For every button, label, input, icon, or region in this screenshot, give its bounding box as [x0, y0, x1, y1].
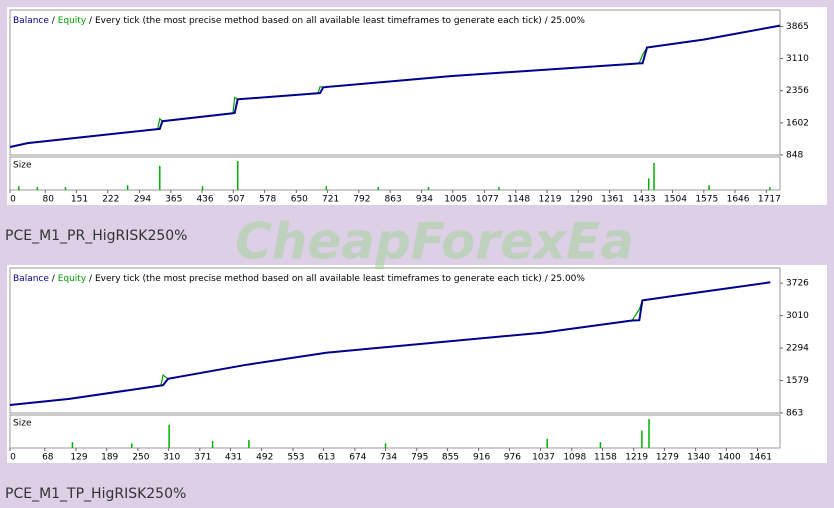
x-tick-label: 1575 [695, 195, 718, 205]
x-tick-label: 721 [322, 195, 339, 205]
y-tick-label: 3010 [786, 311, 809, 321]
y-tick-label: 2294 [786, 344, 809, 354]
x-tick-label: 492 [256, 453, 273, 463]
series-line [9, 24, 781, 148]
legend-model: Every tick (the most precise method base… [95, 16, 542, 26]
x-tick-label: 294 [134, 195, 151, 205]
x-tick-label: 1504 [664, 195, 687, 205]
plot-frame [9, 9, 781, 156]
chart-panel [7, 265, 827, 463]
x-tick-label: 674 [349, 453, 366, 463]
y-tick-label: 3865 [786, 22, 809, 32]
x-tick-label: 371 [194, 453, 211, 463]
x-tick-label: 431 [225, 453, 242, 463]
legend-entry: Balance [13, 274, 49, 284]
y-tick-label: 1579 [786, 376, 809, 386]
y-tick-label: 3110 [786, 54, 809, 64]
y-tick-label: 863 [786, 409, 803, 419]
x-tick-label: 1219 [539, 195, 562, 205]
x-tick-label: 578 [259, 195, 276, 205]
separator: / [89, 16, 93, 26]
watermark: CheapForexEa [235, 213, 634, 271]
x-tick-label: 553 [287, 453, 304, 463]
x-tick-label: 151 [71, 195, 88, 205]
x-tick-label: 0 [10, 195, 16, 205]
x-tick-label: 1361 [601, 195, 624, 205]
y-tick-label: 3726 [786, 279, 809, 289]
x-tick-label: 650 [291, 195, 308, 205]
x-tick-label: 613 [318, 453, 335, 463]
legend: Balance / Equity / Every tick (the most … [13, 274, 585, 284]
x-tick-label: 855 [442, 453, 459, 463]
x-tick-label: 863 [385, 195, 402, 205]
x-tick-label: 0 [10, 453, 16, 463]
x-tick-label: 250 [132, 453, 149, 463]
legend-spread: 25.00% [551, 16, 586, 26]
size-label: Size [13, 419, 32, 429]
chart-panel [7, 7, 827, 205]
x-tick-label: 1433 [633, 195, 656, 205]
x-tick-label: 68 [42, 453, 54, 463]
chart-caption: PCE_M1_PR_HigRISK250% [5, 228, 187, 244]
x-tick-label: 129 [70, 453, 87, 463]
size-label: Size [13, 161, 32, 171]
legend: Balance / Equity / Every tick (the most … [13, 16, 585, 26]
legend-entry: Balance [13, 16, 49, 26]
x-tick-label: 1037 [532, 453, 555, 463]
separator: / [545, 16, 549, 26]
x-tick-label: 80 [43, 195, 55, 205]
x-tick-label: 734 [380, 453, 397, 463]
size-frame [9, 156, 781, 191]
legend-spread: 25.00% [551, 274, 586, 284]
plot-frame [9, 267, 781, 414]
separator: / [52, 274, 56, 284]
x-tick-label: 792 [353, 195, 370, 205]
x-tick-label: 1290 [570, 195, 593, 205]
x-tick-label: 1646 [727, 195, 750, 205]
x-tick-label: 189 [101, 453, 118, 463]
x-tick-label: 1158 [594, 453, 617, 463]
x-tick-label: 1098 [563, 453, 586, 463]
series-line [9, 281, 771, 406]
x-tick-label: 436 [196, 195, 213, 205]
x-tick-label: 795 [411, 453, 428, 463]
x-tick-label: 916 [473, 453, 490, 463]
y-tick-label: 848 [786, 151, 803, 161]
legend-entry: Equity [58, 16, 87, 26]
x-tick-label: 365 [165, 195, 182, 205]
x-tick-label: 1461 [749, 453, 772, 463]
x-tick-label: 934 [416, 195, 433, 205]
separator: / [89, 274, 93, 284]
separator: / [52, 16, 56, 26]
x-tick-label: 1077 [476, 195, 499, 205]
x-tick-label: 1005 [444, 195, 467, 205]
y-tick-label: 1602 [786, 118, 809, 128]
x-tick-label: 1279 [656, 453, 679, 463]
x-tick-label: 1340 [687, 453, 710, 463]
x-tick-label: 1717 [758, 195, 781, 205]
x-tick-label: 310 [163, 453, 180, 463]
size-frame [9, 414, 781, 449]
legend-entry: Equity [58, 274, 87, 284]
x-tick-label: 507 [228, 195, 245, 205]
y-tick-label: 2356 [786, 86, 809, 96]
x-tick-label: 222 [102, 195, 119, 205]
x-tick-label: 976 [504, 453, 521, 463]
chart-caption: PCE_M1_TP_HigRISK250% [5, 486, 186, 502]
x-tick-label: 1400 [718, 453, 741, 463]
legend-model: Every tick (the most precise method base… [95, 274, 542, 284]
x-tick-label: 1219 [625, 453, 648, 463]
x-tick-label: 1148 [507, 195, 530, 205]
separator: / [545, 274, 549, 284]
